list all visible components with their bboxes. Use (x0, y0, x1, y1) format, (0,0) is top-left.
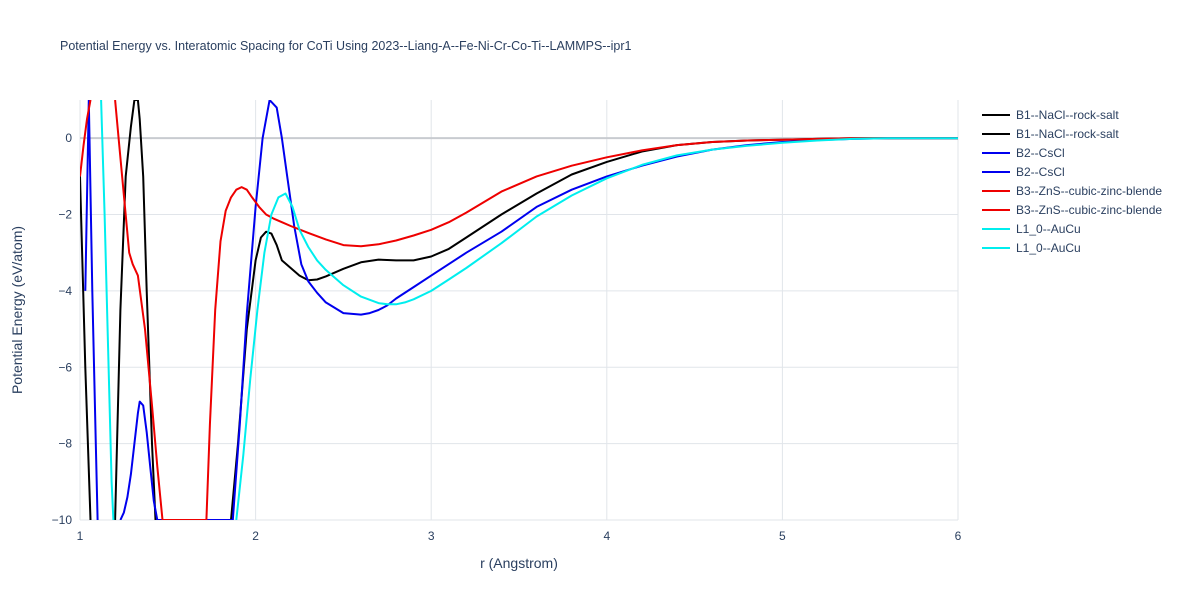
y-axis-title: Potential Energy (eV/atom) (9, 226, 25, 394)
series-line-6 (100, 100, 115, 520)
x-tick-label: 2 (252, 529, 259, 543)
series-line-2 (84, 100, 99, 520)
y-axis-ticks: 0 −2 −4 −6 −8 −10 (52, 131, 73, 527)
legend-label: B1--NaCl--rock-salt (1016, 108, 1119, 122)
legend-item[interactable]: L1_0--AuCu (982, 222, 1081, 236)
y-tick-label: −2 (58, 208, 72, 222)
y-tick-label: −10 (52, 513, 73, 527)
x-axis-ticks: 1 2 3 4 5 6 (77, 529, 962, 543)
legend-label: B3--ZnS--cubic-zinc-blende (1016, 184, 1162, 198)
legend-item[interactable]: L1_0--AuCu (982, 241, 1081, 255)
legend-label: L1_0--AuCu (1016, 222, 1081, 236)
x-tick-label: 5 (779, 529, 786, 543)
gridlines (79, 100, 959, 521)
y-tick-label: −4 (58, 284, 72, 298)
series-line-1 (114, 100, 958, 520)
plot-area (80, 100, 958, 520)
x-tick-label: 1 (77, 529, 84, 543)
legend-item[interactable]: B2--CsCl (982, 146, 1065, 160)
legend-item[interactable]: B1--NaCl--rock-salt (982, 108, 1119, 122)
legend-label: B1--NaCl--rock-salt (1016, 127, 1119, 141)
legend-label: B2--CsCl (1016, 146, 1065, 160)
x-tick-label: 4 (603, 529, 610, 543)
legend-label: B3--ZnS--cubic-zinc-blende (1016, 203, 1162, 217)
x-tick-label: 3 (428, 529, 435, 543)
series-line-4 (80, 100, 92, 177)
y-tick-label: −6 (58, 360, 72, 374)
series-line-5 (114, 100, 958, 520)
legend[interactable]: B1--NaCl--rock-salt B1--NaCl--rock-salt B2… (982, 108, 1162, 255)
x-axis-title: r (Angstrom) (480, 555, 558, 571)
y-tick-label: 0 (65, 131, 72, 145)
legend-item[interactable]: B2--CsCl (982, 165, 1065, 179)
y-tick-label: −8 (58, 437, 72, 451)
series-line-7 (235, 137, 958, 520)
legend-item[interactable]: B3--ZnS--cubic-zinc-blende (982, 203, 1162, 217)
x-tick-label: 6 (955, 529, 962, 543)
legend-label: L1_0--AuCu (1016, 241, 1081, 255)
chart-title: Potential Energy vs. Interatomic Spacing… (60, 39, 632, 53)
series-line-0 (80, 176, 92, 520)
legend-item[interactable]: B3--ZnS--cubic-zinc-blende (982, 184, 1162, 198)
legend-label: B2--CsCl (1016, 165, 1065, 179)
legend-item[interactable]: B1--NaCl--rock-salt (982, 127, 1119, 141)
series-line-3 (119, 100, 958, 520)
